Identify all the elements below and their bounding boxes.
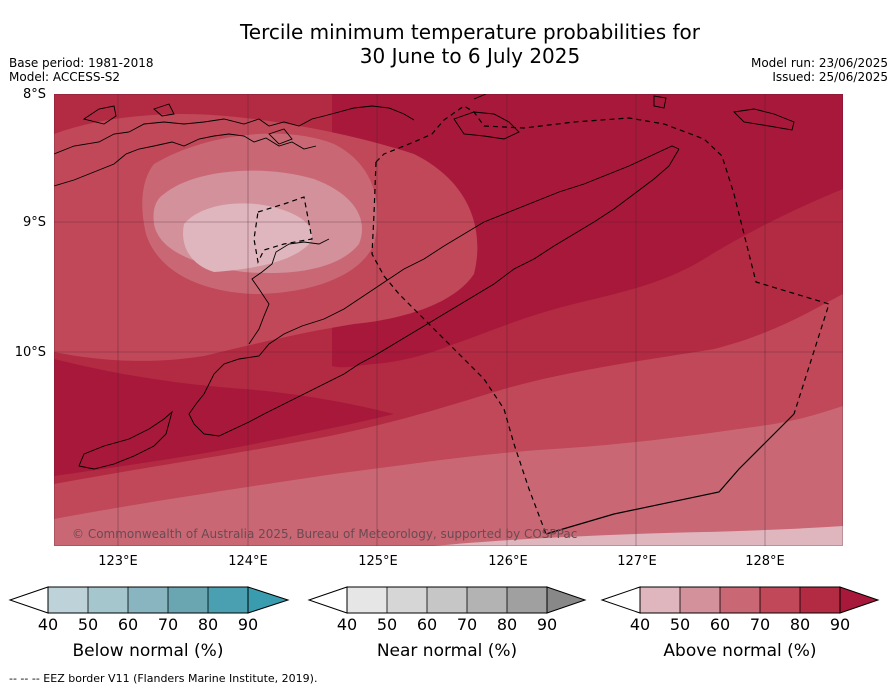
eez-north	[375, 105, 830, 415]
cb-above-80	[800, 587, 840, 613]
cb-near-60	[427, 587, 467, 613]
cb-below-tick: 40	[37, 615, 59, 634]
model-name: Model: ACCESS-S2	[9, 70, 121, 84]
eez-south	[371, 161, 547, 535]
colorbar-below	[8, 586, 290, 614]
timor-south-coast	[188, 148, 680, 437]
title-line-2: 30 June to 6 July 2025	[359, 44, 581, 68]
colorbars	[8, 586, 880, 614]
cb-below-tick: 60	[117, 615, 139, 634]
flores-coast	[54, 105, 415, 155]
cb-above-tick: 70	[749, 615, 771, 634]
cb-above-tick: 90	[829, 615, 851, 634]
cb-below-tick: 80	[197, 615, 219, 634]
band-90-lower	[54, 359, 394, 476]
cb-below-tick: 50	[77, 615, 99, 634]
cb-near-tick: 80	[496, 615, 518, 634]
cb-above-60	[720, 587, 760, 613]
cb-above-label: Above normal (%)	[663, 641, 817, 661]
cb-above-40	[640, 587, 680, 613]
copyright-notice: © Commonwealth of Australia 2025, Bureau…	[72, 527, 578, 541]
map-frame	[54, 94, 843, 546]
cb-below-tick: 70	[157, 615, 179, 634]
cb-near-tick: 40	[336, 615, 358, 634]
cb-below-label: Below normal (%)	[72, 641, 224, 661]
title-line-1: Tercile minimum temperature probabilitie…	[239, 20, 701, 44]
cb-below-60	[128, 587, 168, 613]
lon-label-126e: 126°E	[488, 554, 528, 569]
cb-above-50	[680, 587, 720, 613]
cb-below-70	[168, 587, 208, 613]
colorbar-near	[307, 586, 587, 614]
sumba-flores-north	[54, 133, 317, 187]
cb-near-70	[467, 587, 507, 613]
eez-solid-segment	[545, 413, 795, 535]
eez-legend-footer: -- -- -- EEZ border V11 (Flanders Marine…	[9, 672, 318, 685]
cb-above-under	[600, 586, 641, 614]
small-islands	[82, 103, 293, 145]
cb-near-label: Near normal (%)	[376, 641, 518, 661]
cb-below-40	[48, 587, 88, 613]
band-60-south	[54, 406, 843, 546]
timor-north-coast	[203, 145, 680, 395]
cb-near-40	[347, 587, 387, 613]
lon-label-123e: 123°E	[98, 554, 138, 569]
lat-label-9s: 9°S	[22, 215, 46, 230]
cb-below-50	[88, 587, 128, 613]
base-period: Base period: 1981-2018	[9, 56, 154, 70]
cb-above-tick: 80	[789, 615, 811, 634]
cb-near-tick: 50	[376, 615, 398, 634]
cb-below-over	[247, 586, 290, 614]
lon-label-127e: 127°E	[617, 554, 657, 569]
eez-enclave	[253, 196, 313, 264]
cb-below-tick: 90	[237, 615, 259, 634]
cb-below-80	[208, 587, 248, 613]
rote-island	[78, 410, 173, 470]
cb-near-tick: 60	[416, 615, 438, 634]
meta-right: Model run: 23/06/2025 Issued: 25/06/2025	[751, 56, 888, 84]
graticule	[54, 94, 843, 546]
cb-above-70	[760, 587, 800, 613]
lon-label-128e: 128°E	[745, 554, 785, 569]
band-90-upper	[332, 94, 843, 368]
cb-near-tick: 70	[456, 615, 478, 634]
coastlines	[54, 94, 795, 470]
lat-label-8s: 8°S	[22, 87, 46, 102]
lon-label-125e: 125°E	[358, 554, 398, 569]
map-title: Tercile minimum temperature probabilitie…	[0, 20, 896, 68]
band-40-core	[183, 203, 313, 272]
cb-near-over	[546, 586, 587, 614]
lon-label-124e: 124°E	[228, 554, 268, 569]
model-run: Model run: 23/06/2025	[750, 56, 888, 70]
cb-above-over	[839, 586, 880, 614]
cb-near-under	[307, 586, 348, 614]
issued-date: Issued: 25/06/2025	[772, 70, 888, 84]
eez-borders	[253, 105, 830, 535]
cb-above-tick: 50	[669, 615, 691, 634]
colorbar-above	[600, 586, 880, 614]
cb-above-tick: 60	[709, 615, 731, 634]
flores-east	[248, 238, 330, 345]
probability-map	[54, 94, 843, 546]
cb-near-80	[507, 587, 547, 613]
band-40-south	[434, 526, 843, 546]
cb-above-tick: 40	[629, 615, 651, 634]
cb-below-under	[8, 586, 49, 614]
alor-wetar	[453, 94, 795, 140]
cb-near-tick: 90	[536, 615, 558, 634]
meta-left: Base period: 1981-2018 Model: ACCESS-S2	[9, 56, 154, 84]
cb-near-50	[387, 587, 427, 613]
lat-label-10s: 10°S	[14, 345, 46, 360]
